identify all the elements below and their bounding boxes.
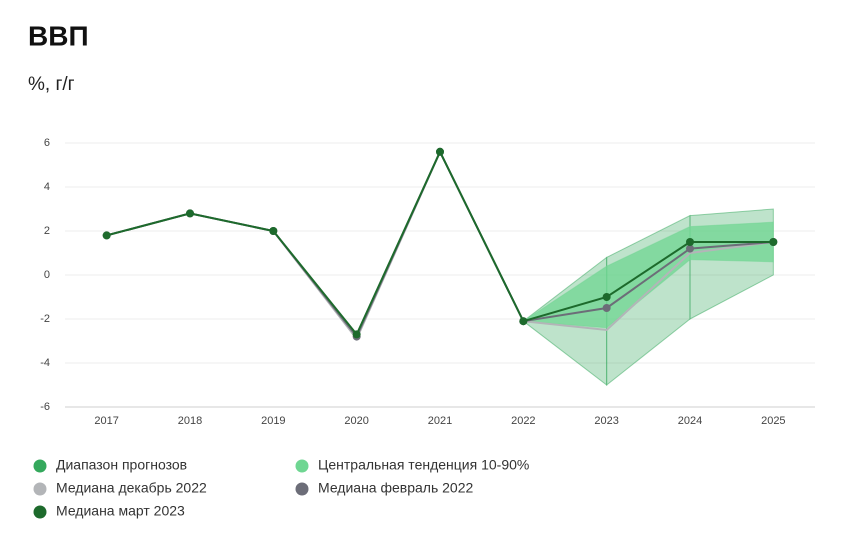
- y-tick-label: 4: [44, 181, 50, 193]
- legend-swatch: [295, 459, 309, 473]
- chart-subtitle: %, г/г: [28, 74, 75, 95]
- x-tick-label: 2018: [178, 415, 202, 427]
- y-tick-label: 6: [44, 137, 50, 149]
- legend-label: Диапазон прогнозов: [56, 457, 187, 473]
- series-marker: [602, 293, 611, 301]
- legend-swatch: [295, 482, 309, 496]
- y-tick-label: -4: [40, 357, 50, 369]
- series-marker: [436, 147, 444, 156]
- x-tick-label: 2024: [678, 415, 702, 427]
- series-marker: [686, 238, 694, 246]
- x-tick-label: 2022: [511, 415, 535, 427]
- legend-label: Центральная тенденция 10-90%: [318, 457, 529, 473]
- y-tick-label: 2: [44, 225, 50, 237]
- legend-label: Медиана март 2023: [56, 503, 185, 519]
- y-tick-label: 0: [44, 269, 50, 281]
- series-marker: [269, 227, 278, 235]
- x-tick-label: 2025: [761, 415, 785, 427]
- legend-label: Медиана декабрь 2022: [56, 480, 207, 496]
- x-tick-label: 2023: [594, 415, 618, 427]
- series-marker: [769, 238, 778, 246]
- series-marker: [102, 231, 111, 240]
- x-tick-label: 2021: [428, 415, 452, 427]
- series-marker: [686, 244, 694, 253]
- series-marker: [186, 209, 194, 218]
- series-marker: [519, 317, 528, 326]
- legend-swatch: [33, 482, 47, 496]
- legend-label: Медиана февраль 2022: [318, 480, 474, 496]
- x-tick-label: 2019: [261, 415, 285, 427]
- legend-swatch: [33, 459, 47, 473]
- x-tick-label: 2020: [344, 415, 368, 427]
- y-tick-label: -2: [40, 313, 50, 325]
- series-marker: [352, 330, 361, 339]
- legend-swatch: [33, 505, 47, 519]
- chart-title: ВВП: [28, 20, 89, 51]
- x-tick-label: 2017: [94, 415, 118, 427]
- series-marker: [602, 304, 611, 312]
- y-tick-label: -6: [40, 401, 50, 413]
